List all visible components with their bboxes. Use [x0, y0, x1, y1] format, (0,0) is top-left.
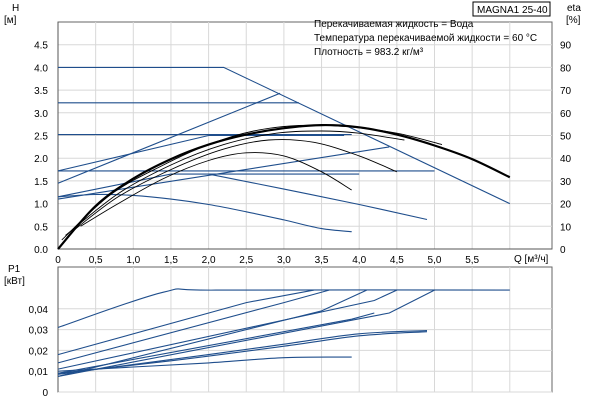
- efficiency-tick-label: 60: [560, 109, 572, 120]
- flow-tick-label: 4,0: [352, 255, 366, 266]
- power-curve-0: [57, 288, 510, 329]
- head-tick-label: 1.0: [34, 200, 48, 211]
- efficiency-tick-label: 0: [560, 245, 566, 256]
- flow-tick-label: 2,5: [239, 255, 253, 266]
- head-tick-label: 1.5: [34, 177, 48, 188]
- power-curve-8: [57, 356, 352, 372]
- model-label: MAGNA1 25-40: [477, 5, 548, 16]
- flow-tick-label: 4,5: [390, 255, 404, 266]
- efficiency-tick-label: 20: [560, 200, 572, 211]
- power-curve-6: [57, 289, 435, 377]
- efficiency-tick-label: 40: [560, 154, 572, 165]
- flow-tick-label: 3,0: [277, 255, 291, 266]
- power-curve-4: [57, 312, 375, 374]
- flow-tick-label: 5,5: [465, 255, 479, 266]
- efficiency-axis-label-symbol: eta: [567, 3, 581, 14]
- flow-tick-label: 3,5: [315, 255, 329, 266]
- power-curve-5: [57, 289, 398, 370]
- efficiency-tick-label: 50: [560, 132, 572, 143]
- power-axis-label-unit: [кВт]: [4, 276, 25, 287]
- efficiency-tick-label: 70: [560, 86, 572, 97]
- head-chart-series: [57, 66, 511, 250]
- head-curve-7: [57, 173, 360, 198]
- head-axis-label-unit: [м]: [4, 15, 17, 26]
- flow-tick-label: 1,0: [126, 255, 140, 266]
- head-curve-6: [57, 146, 390, 200]
- power-curve-2: [57, 289, 330, 364]
- head-tick-label: 3.5: [34, 86, 48, 97]
- head-curve-5: [57, 134, 345, 172]
- flow-tick-label: 2,0: [202, 255, 216, 266]
- head-curve-10: [80, 152, 352, 227]
- head-tick-label: 3.0: [34, 109, 48, 120]
- power-tick-label: 0,03: [29, 326, 49, 337]
- head-tick-label: 0.0: [34, 245, 48, 256]
- model-label-box: [472, 1, 551, 17]
- power-chart-series: [57, 288, 510, 377]
- head-curve-14: [57, 123, 511, 250]
- power-tick-label: 0,02: [29, 346, 49, 357]
- power-curve-3: [57, 289, 367, 377]
- power-tick-label: 0,01: [29, 367, 49, 378]
- head-curve-11: [72, 139, 397, 232]
- efficiency-tick-label: 10: [560, 222, 572, 233]
- power-tick-label: 0: [42, 388, 48, 399]
- flow-tick-label: 1,5: [164, 255, 178, 266]
- head-tick-label: 0.5: [34, 222, 48, 233]
- efficiency-tick-label: 30: [560, 177, 572, 188]
- head-curve-8: [57, 193, 352, 233]
- head-tick-label: 4.5: [34, 41, 48, 52]
- flow-axis-label: Q [м³/ч]: [514, 254, 549, 265]
- power-axis-label-symbol: P1: [8, 264, 21, 275]
- annotation-density: Плотность = 983.2 кг/м³: [314, 47, 424, 58]
- head-axis-label-symbol: H: [12, 3, 19, 14]
- power-tick-label: 0,04: [29, 305, 49, 316]
- annotation-fluid: Перекачиваемая жидкость = Вода: [314, 19, 474, 30]
- head-curve-12: [65, 130, 405, 236]
- flow-tick-label: 0: [55, 255, 61, 266]
- head-curve-0: [58, 66, 511, 205]
- power-curve-9: [57, 330, 428, 375]
- annotation-temperature: Температура перекачиваемой жидкости = 60…: [314, 33, 537, 44]
- efficiency-tick-label: 90: [560, 41, 572, 52]
- tick-labels: 0 0,5 1,0 1,5 2,0 2,5 3,0 3,5 4,0 4,5 5,0 5,5 0.0 0.5…: [29, 41, 572, 399]
- flow-tick-label: 5,0: [428, 255, 442, 266]
- flow-tick-label: 0,5: [89, 255, 103, 266]
- head-tick-label: 2.5: [34, 132, 48, 143]
- head-tick-label: 4.0: [34, 63, 48, 74]
- head-tick-label: 2.0: [34, 154, 48, 165]
- efficiency-axis-label-unit: [%]: [566, 15, 581, 26]
- head-curve-4: [57, 92, 281, 184]
- power-curve-1: [57, 289, 315, 356]
- head-curve-9: [208, 173, 428, 221]
- efficiency-tick-label: 80: [560, 63, 572, 74]
